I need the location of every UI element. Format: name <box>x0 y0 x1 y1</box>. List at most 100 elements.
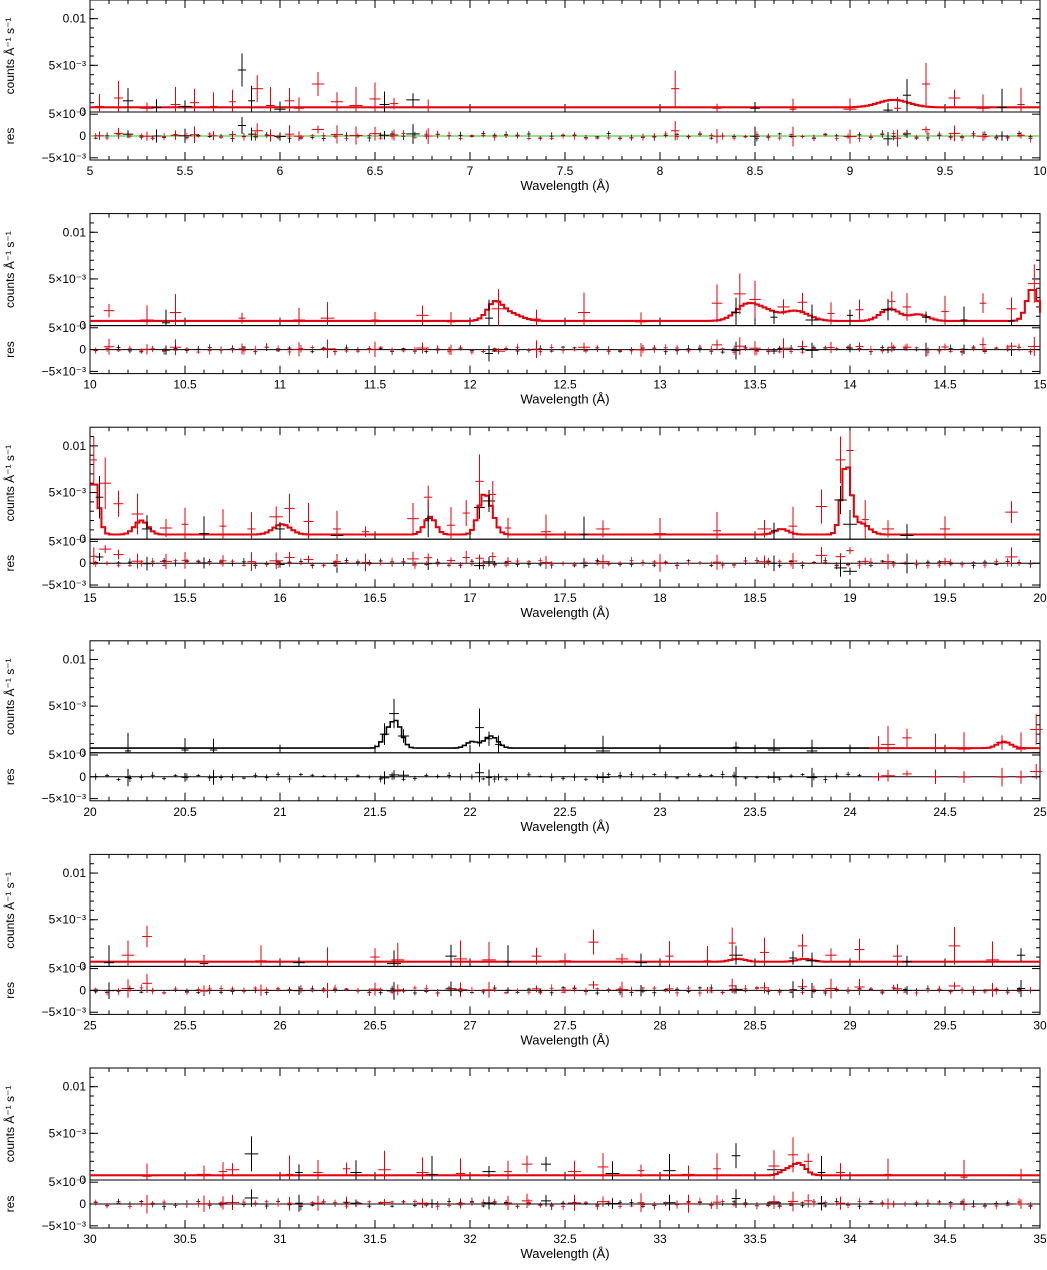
x-tick-label: 30 <box>83 1232 97 1246</box>
y-tick-label: 0.01 <box>63 12 87 26</box>
black-model-curve <box>90 719 869 749</box>
x-tick-label: 20 <box>83 805 97 819</box>
x-tick-label: 21.5 <box>363 805 387 819</box>
x-tick-label: 19.5 <box>933 591 957 605</box>
x-tick-label: 15 <box>83 591 97 605</box>
spectrum-frame <box>89 426 1041 540</box>
x-tick-label: 17.5 <box>553 591 577 605</box>
red-model-curve <box>90 466 1040 536</box>
x-tick-label: 25 <box>83 1018 97 1032</box>
x-tick-label: 11 <box>274 378 287 392</box>
x-tick-label: 28 <box>653 1018 667 1032</box>
x-tick-label: 27.5 <box>553 1018 577 1032</box>
res-y-tick-label: 0 <box>79 343 86 357</box>
x-tick-label: 24 <box>843 805 857 819</box>
x-tick-label: 20 <box>1033 591 1047 605</box>
y-tick-label: 5×10⁻³ <box>49 699 86 713</box>
x-tick-label: 18.5 <box>743 591 767 605</box>
res-y-tick-label: 5×10⁻³ <box>49 534 86 548</box>
res-y-tick-label: 5×10⁻³ <box>49 321 86 335</box>
x-tick-label: 25.5 <box>173 1018 197 1032</box>
x-tick-label: 18 <box>653 591 667 605</box>
y-axis-label: counts Å⁻¹ s⁻¹ <box>2 658 17 735</box>
res-y-tick-label: 0 <box>79 1197 86 1211</box>
res-y-tick-label: 5×10⁻³ <box>49 1175 86 1189</box>
red-model-curve <box>90 1161 1040 1177</box>
x-tick-label: 27 <box>463 1018 477 1032</box>
y-tick-label: 5×10⁻³ <box>49 913 86 927</box>
res-y-tick-label: 0 <box>79 770 86 784</box>
x-tick-label: 7 <box>467 164 474 178</box>
x-tick-label: 17 <box>463 591 477 605</box>
x-tick-label: 24.5 <box>933 805 957 819</box>
x-tick-label: 10 <box>83 378 97 392</box>
y-tick-label: 0 <box>79 105 86 119</box>
y-axis-label: counts Å⁻¹ s⁻¹ <box>2 445 17 522</box>
res-y-tick-label: −5×10⁻³ <box>42 1219 86 1233</box>
x-tick-label: 29.5 <box>933 1018 957 1032</box>
residual-axis-label: res <box>3 128 17 145</box>
x-tick-label: 15.5 <box>173 591 197 605</box>
x-tick-label: 32 <box>463 1232 477 1246</box>
x-tick-label: 14 <box>843 378 857 392</box>
x-tick-label: 19 <box>843 591 857 605</box>
y-tick-label: 5×10⁻³ <box>49 1126 86 1140</box>
x-tick-label: 6 <box>277 164 284 178</box>
x-axis-label: Wavelength (Å) <box>520 1032 609 1047</box>
red-model-curve <box>869 740 1040 750</box>
x-tick-label: 20.5 <box>173 805 197 819</box>
x-tick-label: 23.5 <box>743 805 767 819</box>
x-tick-label: 16.5 <box>363 591 387 605</box>
y-tick-label: 0.01 <box>63 225 87 239</box>
x-tick-label: 7.5 <box>557 164 574 178</box>
x-tick-label: 10.5 <box>173 378 197 392</box>
res-y-tick-label: 0 <box>79 556 86 570</box>
x-tick-label: 9.5 <box>937 164 954 178</box>
x-tick-label: 30 <box>1033 1018 1047 1032</box>
x-tick-label: 26.5 <box>363 1018 387 1032</box>
x-tick-label: 13.5 <box>743 378 767 392</box>
x-tick-label: 9 <box>847 164 854 178</box>
x-tick-label: 25 <box>1033 805 1047 819</box>
x-tick-label: 32.5 <box>553 1232 577 1246</box>
x-tick-label: 10 <box>1033 164 1047 178</box>
res-y-tick-label: −5×10⁻³ <box>42 151 86 165</box>
y-tick-label: 5×10⁻³ <box>49 58 86 72</box>
x-tick-label: 22 <box>463 805 477 819</box>
x-tick-label: 33.5 <box>743 1232 767 1246</box>
x-tick-label: 5.5 <box>177 164 194 178</box>
y-tick-label: 0 <box>79 319 86 333</box>
y-tick-label: 0.01 <box>63 439 87 453</box>
x-tick-label: 6.5 <box>367 164 384 178</box>
red-model-curve <box>90 957 1040 963</box>
x-tick-label: 34 <box>843 1232 857 1246</box>
res-y-tick-label: 5×10⁻³ <box>49 748 86 762</box>
res-y-tick-label: −5×10⁻³ <box>42 792 86 806</box>
spectrum-frame <box>89 213 1041 327</box>
res-y-tick-label: −5×10⁻³ <box>42 1005 86 1019</box>
res-y-tick-label: −5×10⁻³ <box>42 578 86 592</box>
res-y-tick-label: 5×10⁻³ <box>49 962 86 976</box>
x-tick-label: 5 <box>87 164 94 178</box>
residual-axis-label: res <box>3 1196 17 1213</box>
y-axis-label: counts Å⁻¹ s⁻¹ <box>2 231 17 308</box>
black-model-curve <box>90 289 1041 322</box>
x-tick-label: 8.5 <box>747 164 764 178</box>
x-tick-label: 12 <box>463 378 477 392</box>
res-y-tick-label: 0 <box>79 129 86 143</box>
x-tick-label: 29 <box>843 1018 857 1032</box>
x-axis-label: Wavelength (Å) <box>520 1246 609 1261</box>
x-tick-label: 31 <box>273 1232 287 1246</box>
y-tick-label: 5×10⁻³ <box>49 272 86 286</box>
y-axis-label: counts Å⁻¹ s⁻¹ <box>2 872 17 949</box>
x-axis-label: Wavelength (Å) <box>520 605 609 620</box>
residual-axis-label: res <box>3 555 17 572</box>
x-tick-label: 30.5 <box>173 1232 197 1246</box>
residual-axis-label: res <box>3 982 17 999</box>
x-axis-label: Wavelength (Å) <box>520 819 609 834</box>
y-axis-label: counts Å⁻¹ s⁻¹ <box>2 1086 17 1163</box>
